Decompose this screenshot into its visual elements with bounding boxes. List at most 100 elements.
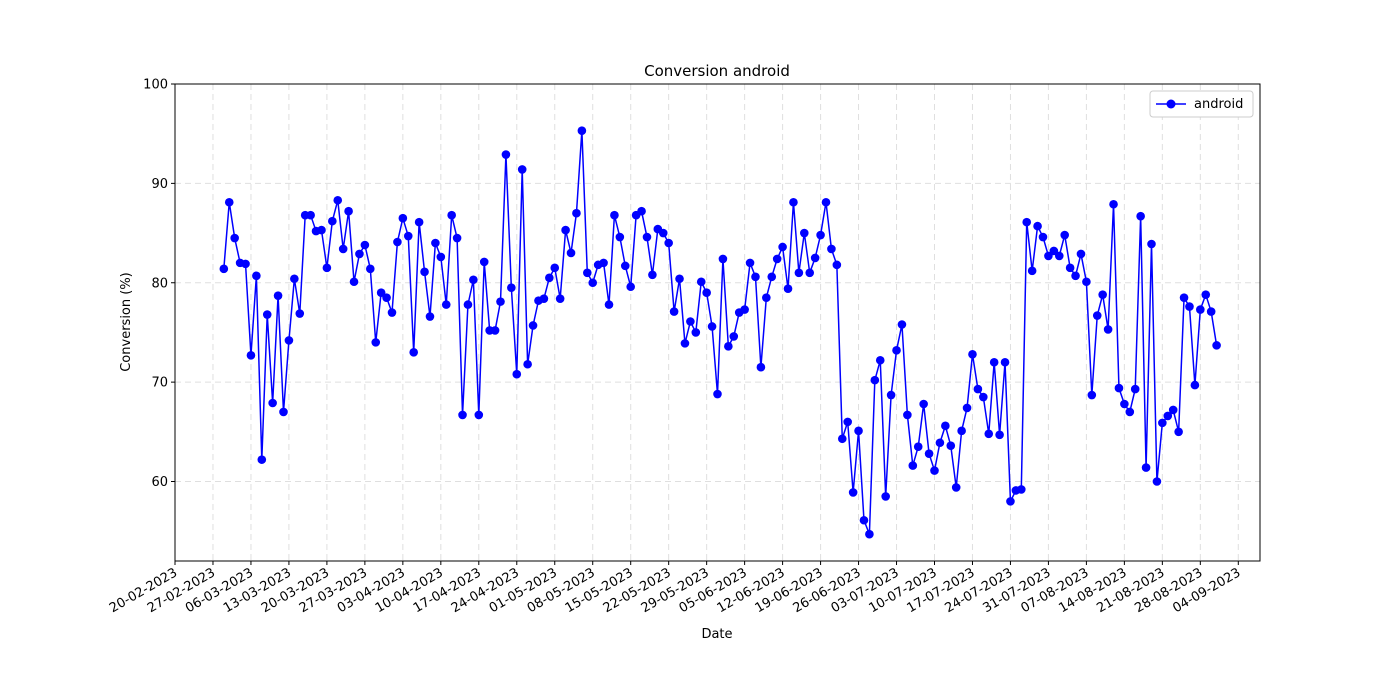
data-point [463, 300, 473, 309]
data-point [1038, 232, 1048, 242]
y-tick-label: 70 [151, 376, 168, 391]
data-point [1000, 357, 1010, 367]
data-point [1201, 290, 1211, 299]
data-point [626, 282, 635, 292]
data-point [1168, 405, 1178, 415]
legend-box [1149, 90, 1254, 118]
data-point [490, 326, 500, 335]
data-point [686, 317, 695, 326]
data-point [1158, 418, 1167, 428]
data-point [1017, 485, 1026, 494]
data-point [360, 240, 370, 250]
data-point [913, 442, 923, 452]
data-point [507, 283, 516, 293]
data-point [479, 257, 489, 267]
data-point [642, 232, 652, 242]
data-point [1065, 263, 1075, 273]
data-point [615, 232, 625, 242]
data-point [875, 355, 885, 365]
data-point [1114, 383, 1124, 393]
data-point [528, 321, 538, 330]
data-point [224, 197, 234, 207]
data-point [517, 165, 527, 174]
data-point [751, 272, 760, 282]
data-point [718, 254, 728, 264]
data-point [550, 263, 560, 273]
data-point [366, 264, 375, 274]
data-point [344, 206, 353, 216]
data-point [848, 488, 858, 497]
data-point [355, 249, 364, 259]
data-point [658, 228, 668, 238]
data-point [881, 492, 890, 501]
data-point [935, 438, 945, 448]
data-point [290, 274, 299, 284]
data-point [333, 195, 343, 205]
data-point [572, 208, 581, 218]
data-point [1054, 251, 1064, 261]
data-point [1049, 246, 1059, 256]
data-point [865, 529, 874, 539]
data-point [1163, 411, 1173, 421]
data-point [946, 441, 956, 451]
y-tick-label: 90 [151, 177, 168, 192]
data-point [1006, 497, 1015, 506]
data-point [447, 210, 456, 220]
data-point [1196, 305, 1205, 314]
data-point [1190, 380, 1200, 390]
data-point [1120, 399, 1129, 409]
data-point [870, 375, 880, 385]
data-point [1082, 277, 1091, 287]
data-point [984, 429, 994, 439]
data-point [1185, 302, 1194, 311]
data-point [458, 410, 467, 420]
data-point [930, 466, 939, 475]
data-point [951, 483, 961, 492]
data-point [941, 421, 950, 431]
data-point [973, 384, 983, 394]
data-point [772, 254, 782, 264]
data-point [756, 362, 766, 372]
data-point [821, 197, 831, 207]
data-point [810, 253, 820, 263]
series-layer [219, 126, 1221, 539]
data-point [349, 277, 359, 287]
data-point [393, 237, 402, 247]
data-point [1136, 211, 1145, 221]
data-point [420, 267, 429, 277]
data-point [729, 332, 739, 341]
data-point [989, 357, 999, 367]
data-point [306, 210, 315, 220]
data-point [794, 268, 804, 278]
data-point [1060, 230, 1069, 240]
data-point [680, 339, 690, 348]
data-point [279, 407, 288, 417]
data-point [317, 225, 326, 235]
data-point [837, 434, 847, 444]
data-point [691, 328, 701, 337]
data-point [702, 288, 711, 297]
data-point [555, 294, 565, 303]
legend: android [1149, 90, 1254, 118]
data-point [610, 210, 619, 220]
data-point [436, 252, 446, 262]
data-point [924, 449, 934, 458]
data-point [827, 244, 836, 254]
data-point [897, 320, 907, 329]
data-point [713, 389, 722, 399]
data-point [431, 238, 440, 248]
data-point [995, 430, 1004, 440]
data-point [387, 308, 397, 317]
data-point [620, 261, 630, 271]
data-point [919, 399, 928, 409]
plot-area [174, 83, 1261, 562]
data-point [1098, 290, 1107, 299]
data-point [957, 426, 966, 436]
data-point [1125, 407, 1135, 417]
data-point [403, 231, 413, 241]
data-point [903, 410, 912, 420]
y-axis: 60 70 80 90 100 [143, 78, 175, 490]
data-point [409, 348, 419, 357]
data-point [664, 238, 673, 248]
data-point [262, 310, 272, 319]
